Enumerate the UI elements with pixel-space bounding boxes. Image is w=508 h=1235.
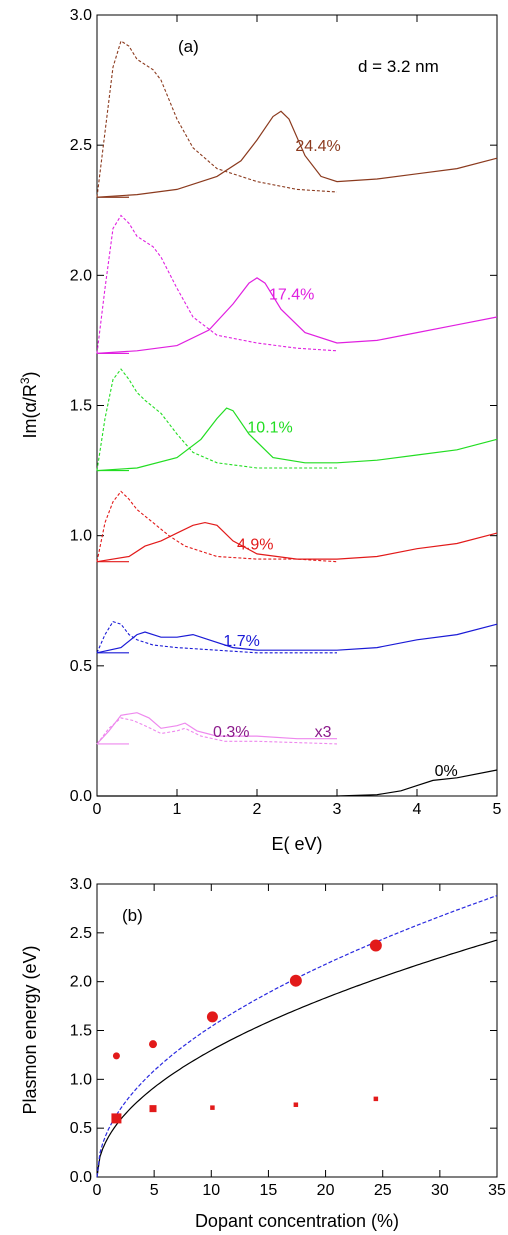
- series-10-1pct-label: 10.1%: [247, 419, 292, 436]
- b-y-tick-label: 1.0: [70, 1071, 92, 1088]
- y-axis-label-a-main: Im(α/R: [20, 384, 40, 438]
- series-4-9pct-label: 4.9%: [237, 536, 273, 553]
- b-y-tick-label: 2.5: [70, 925, 92, 942]
- b-x-tick-label: 25: [374, 1182, 392, 1199]
- circle-marker: [149, 1040, 157, 1049]
- a-y-tick-label: 0.5: [70, 658, 92, 675]
- fit-curves-b: [96, 895, 498, 1178]
- panel-label-b: (b): [122, 906, 143, 925]
- axis-ticks-a: 0 1 2 3 4 5 0.0 0.5 1.0 1.5 2.0 2.5 3.0: [70, 7, 502, 818]
- series-curves-a: [96, 40, 498, 797]
- series-1-7pct-label: 1.7%: [223, 633, 259, 650]
- series-1-7pct-solid-curve: [96, 623, 498, 654]
- b-x-tick-label: 10: [202, 1182, 220, 1199]
- series-4-9pct-solid-curve: [96, 521, 498, 563]
- a-x-tick-label: 4: [413, 801, 422, 818]
- a-y-tick-label: 2.0: [70, 267, 92, 284]
- series-labels-a: 24.4% 17.4% 10.1% 4.9% 1.7% 0.3% x3 0%: [213, 138, 458, 780]
- fit-curve-solid: [96, 939, 498, 1178]
- a-y-tick-label: 0.0: [70, 788, 92, 805]
- a-y-tick-label: 3.0: [70, 7, 92, 24]
- y-axis-label-b: Plasmon energy (eV): [20, 945, 40, 1114]
- b-y-tick-label: 2.0: [70, 974, 92, 991]
- series-0-3pct-dashed-curve: [96, 717, 338, 745]
- y-axis-label-a-close: ): [20, 371, 40, 377]
- square-marker: [293, 1102, 299, 1107]
- series-24-4pct-dashed-curve: [96, 40, 338, 198]
- a-x-tick-label: 3: [333, 801, 342, 818]
- b-x-tick-label: 35: [488, 1182, 506, 1199]
- b-x-tick-label: 15: [260, 1182, 278, 1199]
- b-x-tick-label: 30: [431, 1182, 449, 1199]
- panel-b: 0 5 10 15 20 25 30 350.00.51.01.52.02.53.0 (b) …: [20, 876, 506, 1231]
- square-marker: [149, 1105, 157, 1113]
- circle-marker: [206, 1011, 218, 1023]
- square-marker: [210, 1105, 215, 1110]
- series-1-7pct-dashed-curve: [96, 620, 337, 654]
- y-axis-label-a-sup: 3: [18, 377, 32, 384]
- square-marker: [111, 1113, 122, 1124]
- a-x-tick-label: 2: [253, 801, 262, 818]
- b-y-tick-label: 0.5: [70, 1120, 92, 1137]
- b-y-tick-label: 1.5: [70, 1023, 92, 1040]
- plot-frame-b: [96, 883, 498, 1178]
- a-x-tick-label: 0: [93, 801, 102, 818]
- square-marker: [373, 1096, 379, 1102]
- circle-marker: [112, 1052, 120, 1060]
- series-10-1pct-dashed-curve: [96, 368, 337, 471]
- plot-frame-a: [96, 14, 498, 797]
- a-x-tick-label: 5: [493, 801, 502, 818]
- fit-curve-dashed: [96, 895, 498, 1178]
- series-4-9pct-dashed-curve: [96, 490, 338, 563]
- x-axis-label-a: E( eV): [271, 834, 322, 854]
- series-24-4pct-solid-curve: [96, 110, 498, 198]
- a-y-tick-label: 1.0: [70, 528, 92, 545]
- x-axis-label-b: Dopant concentration (%): [195, 1211, 399, 1231]
- circle-marker: [369, 939, 382, 952]
- series-0pct-label: 0%: [435, 763, 458, 780]
- annotation-thickness: d = 3.2 nm: [358, 57, 439, 76]
- series-0pct-solid-curve: [97, 769, 498, 797]
- b-x-tick-label: 0: [93, 1182, 102, 1199]
- circle-marker: [289, 974, 302, 987]
- a-y-tick-label: 1.5: [70, 398, 92, 415]
- b-y-tick-label: 0.0: [70, 1169, 92, 1186]
- b-x-tick-label: 5: [150, 1182, 159, 1199]
- data-points-b: [111, 939, 382, 1124]
- b-x-tick-label: 20: [317, 1182, 335, 1199]
- series-17-4pct-solid-curve: [96, 277, 498, 354]
- series-17-4pct-dashed-curve: [96, 214, 338, 354]
- series-24-4pct-label: 24.4%: [295, 138, 340, 155]
- series-0-3pct-label: 0.3%: [213, 724, 249, 741]
- a-x-tick-label: 1: [173, 801, 182, 818]
- y-axis-label-a: Im(α/R3): [18, 371, 40, 438]
- series-0-3pct-scale-note: x3: [315, 724, 332, 741]
- panel-a: 0 1 2 3 4 5 0.0 0.5 1.0 1.5 2.0 2.5 3.0 24.4% 17.4% 10…: [18, 7, 502, 854]
- series-0-3pct-solid-curve: [96, 712, 337, 745]
- panel-label-a: (a): [178, 37, 199, 56]
- b-y-tick-label: 3.0: [70, 876, 92, 893]
- series-17-4pct-label: 17.4%: [269, 287, 314, 304]
- series-10-1pct-solid-curve: [96, 407, 498, 472]
- a-y-tick-label: 2.5: [70, 137, 92, 154]
- axis-ticks-b: 0 5 10 15 20 25 30 35 0.0 0.5 1.0 1.5 2.0 2.5 3.0: [70, 876, 506, 1199]
